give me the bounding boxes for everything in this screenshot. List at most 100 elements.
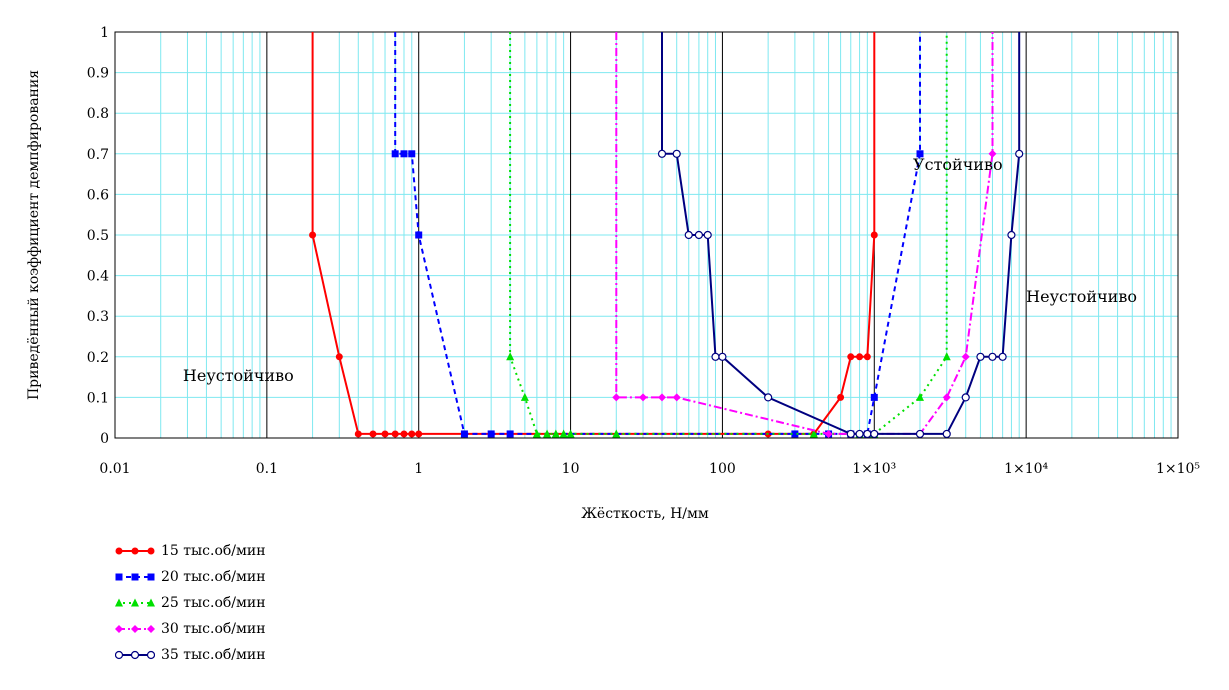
legend-marker: [115, 650, 124, 660]
y-tick-label: 0.1: [87, 390, 109, 406]
data-point: [863, 353, 871, 361]
x-axis-label: Жёсткость, Н/мм: [581, 506, 709, 522]
data-point: [870, 231, 878, 239]
legend-swatch: [115, 547, 155, 555]
data-point: [400, 430, 408, 438]
data-point: [566, 429, 575, 438]
y-tick-label: 0.4: [87, 269, 109, 285]
data-point: [1007, 230, 1016, 240]
plot-frame: [114, 31, 1179, 439]
data-point: [961, 393, 970, 402]
data-point: [369, 430, 377, 438]
x-tick-label: 1: [414, 461, 423, 477]
data-point: [612, 429, 621, 438]
y-tick-label: 0.3: [87, 309, 109, 325]
data-point: [381, 430, 389, 438]
x-tick-label: 100: [709, 461, 736, 477]
legend-marker: [115, 547, 123, 555]
grid-minor: [115, 31, 1178, 438]
legend-item: 15 тыс.об/мин: [115, 538, 266, 564]
legend-item: 30 тыс.об/мин: [115, 616, 266, 642]
data-point: [870, 393, 878, 401]
data-point: [487, 430, 495, 438]
region-annotation: Устойчиво: [913, 155, 1003, 174]
data-point: [639, 393, 648, 402]
x-tick-label: 1×10⁴: [1004, 461, 1048, 477]
legend-marker: [147, 598, 155, 607]
data-point: [976, 352, 985, 361]
data-point: [551, 429, 560, 438]
legend-marker: [115, 625, 123, 633]
data-point: [415, 231, 423, 239]
x-tick-label: 0.1: [256, 461, 278, 477]
data-point: [520, 392, 529, 401]
data-point: [506, 430, 514, 438]
data-point: [657, 393, 666, 402]
y-tick-label: 0.8: [87, 106, 109, 122]
legend-label: 20 тыс.об/мин: [161, 569, 266, 585]
data-point: [559, 429, 568, 438]
plot-border: [114, 31, 1179, 439]
legend-swatch: [115, 573, 155, 581]
data-point: [998, 352, 1007, 361]
y-tick-label: 0.7: [87, 147, 109, 163]
legend-label: 25 тыс.об/мин: [161, 595, 266, 611]
x-tick-label: 10: [562, 461, 580, 477]
x-tick-label: 1×10³: [852, 461, 896, 477]
legend-label: 30 тыс.об/мин: [161, 621, 266, 637]
series-layer: [309, 32, 1024, 439]
series-line: [615, 32, 994, 435]
legend-label: 35 тыс.об/мин: [161, 647, 266, 663]
legend-swatch: [115, 625, 155, 633]
data-point: [506, 352, 515, 361]
legend-item: 25 тыс.об/мин: [115, 590, 266, 616]
data-point: [408, 150, 416, 158]
legend-marker: [131, 598, 139, 607]
data-point: [847, 353, 855, 361]
data-point: [824, 429, 833, 438]
legend-marker: [131, 625, 139, 633]
data-point: [988, 149, 997, 158]
data-point: [309, 231, 317, 239]
data-point: [672, 149, 681, 158]
legend-swatch: [115, 598, 155, 607]
legend-marker: [130, 650, 140, 660]
series-1: [309, 32, 878, 438]
region-annotation: Неустойчиво: [1026, 287, 1137, 306]
data-point: [415, 430, 423, 438]
data-point: [400, 150, 408, 158]
y-tick-label: 0.5: [87, 228, 109, 244]
data-point: [391, 150, 399, 158]
data-point: [942, 429, 951, 439]
data-point: [809, 429, 818, 438]
data-point: [870, 429, 879, 439]
data-point: [543, 429, 552, 438]
series-line: [394, 32, 921, 435]
data-point: [942, 393, 951, 402]
legend-marker: [115, 598, 123, 607]
y-axis-label: Приведённый коэффициент демпфирования: [26, 70, 42, 400]
data-point: [915, 429, 925, 439]
legend-marker: [131, 547, 139, 555]
data-point: [684, 230, 693, 240]
legend-swatch: [115, 650, 155, 660]
legend-marker: [131, 573, 139, 581]
y-tick-label: 0.9: [87, 66, 109, 82]
region-annotation: Неустойчиво: [183, 366, 294, 385]
legend-marker: [147, 547, 155, 555]
data-point: [791, 430, 799, 438]
data-point: [846, 429, 855, 439]
x-tick-label: 0.01: [99, 461, 130, 477]
series-line: [311, 32, 876, 435]
data-point: [856, 353, 864, 361]
annotations: Неустойчиво Устойчиво Неустойчиво: [183, 155, 1137, 385]
data-point: [855, 429, 864, 439]
data-point: [612, 393, 621, 402]
legend-marker: [147, 573, 155, 581]
y-tick-labels: 0 0.1 0.2 0.3 0.4 0.5 0.6 0.7 0.8 0.9 1: [87, 25, 109, 447]
data-point: [408, 430, 416, 438]
data-point: [837, 393, 845, 401]
data-point: [1015, 149, 1024, 158]
data-point: [961, 352, 970, 361]
